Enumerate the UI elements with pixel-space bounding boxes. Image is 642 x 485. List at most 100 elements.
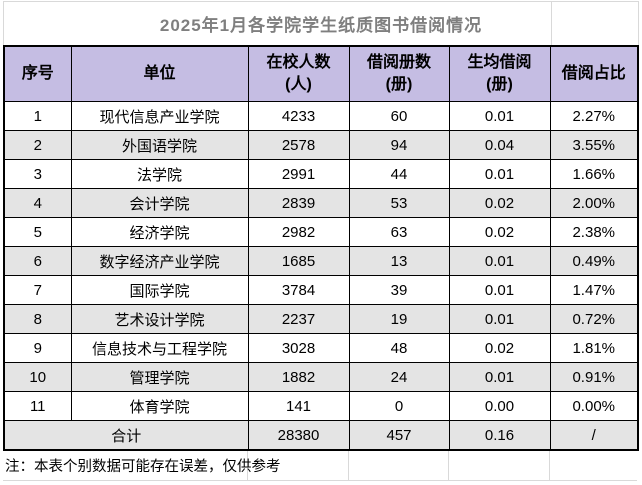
empty-cell (347, 451, 448, 481)
table-row: 8 艺术设计学院 2237 19 0.01 0.72% (3, 304, 639, 334)
borrowed-cell: 13 (348, 246, 450, 276)
share-cell: 2.00% (549, 188, 639, 218)
table-row: 11 体育学院 141 0 0.00 0.00% (3, 391, 639, 421)
col-header-share: 借阅占比 (549, 45, 639, 102)
borrowed-cell: 39 (348, 275, 450, 305)
enrolled-cell: 2982 (247, 217, 350, 247)
per-student-cell: 0.01 (448, 246, 551, 276)
total-row: 合计 28380 457 0.16 / (3, 420, 639, 451)
empty-cell (447, 451, 549, 481)
borrowed-cell: 24 (348, 362, 450, 392)
enrolled-cell: 1685 (247, 246, 350, 276)
per-student-cell: 0.01 (448, 362, 551, 392)
enrolled-cell: 2991 (247, 159, 350, 189)
total-borrowed: 457 (348, 420, 450, 451)
header-row: 序号 单位 在校人数 (人) 借阅册数 (册) 生均借阅 (册) 借阅占比 (3, 45, 639, 102)
unit-cell: 现代信息产业学院 (70, 101, 249, 131)
index-cell: 7 (3, 275, 72, 305)
table-row: 5 经济学院 2982 63 0.02 2.38% (3, 217, 639, 247)
share-cell: 0.72% (549, 304, 639, 334)
share-cell: 1.66% (549, 159, 639, 189)
unit-cell: 艺术设计学院 (70, 304, 249, 334)
borrowed-cell: 0 (348, 391, 450, 421)
per-student-cell: 0.01 (448, 101, 551, 131)
total-per-student: 0.16 (448, 420, 551, 451)
borrowing-table: 序号 单位 在校人数 (人) 借阅册数 (册) 生均借阅 (册) 借阅占比 1 现代信… (3, 45, 639, 451)
table-row: 6 数字经济产业学院 1685 13 0.01 0.49% (3, 246, 639, 276)
unit-cell: 国际学院 (70, 275, 249, 305)
table-header: 序号 单位 在校人数 (人) 借阅册数 (册) 生均借阅 (册) 借阅占比 (3, 45, 639, 102)
index-cell: 6 (3, 246, 72, 276)
enrolled-cell: 4233 (247, 101, 350, 131)
index-cell: 9 (3, 333, 72, 363)
per-student-cell: 0.04 (448, 130, 551, 160)
unit-cell: 管理学院 (70, 362, 249, 392)
total-share: / (549, 420, 639, 451)
share-cell: 1.81% (549, 333, 639, 363)
enrolled-cell: 3784 (247, 275, 350, 305)
enrolled-cell: 2578 (247, 130, 350, 160)
gridline (551, 2, 552, 45)
per-student-cell: 0.01 (448, 275, 551, 305)
table-row: 1 现代信息产业学院 4233 60 0.01 2.27% (3, 101, 639, 131)
enrolled-cell: 141 (247, 391, 350, 421)
report-title-text: 2025年1月各学院学生纸质图书借阅情况 (159, 16, 483, 35)
enrolled-cell: 2839 (247, 188, 350, 218)
col-header-per-student: 生均借阅 (册) (448, 45, 551, 102)
table-row: 2 外国语学院 2578 94 0.04 3.55% (3, 130, 639, 160)
table-row: 9 信息技术与工程学院 3028 48 0.02 1.81% (3, 333, 639, 363)
share-cell: 0.49% (549, 246, 639, 276)
borrowed-cell: 60 (348, 101, 450, 131)
per-student-cell: 0.02 (448, 333, 551, 363)
unit-cell: 外国语学院 (70, 130, 249, 160)
borrowed-cell: 94 (348, 130, 450, 160)
footnote: 注：本表个别数据可能存在误差，仅供参考 (3, 451, 281, 481)
per-student-cell: 0.00 (448, 391, 551, 421)
unit-cell: 体育学院 (70, 391, 249, 421)
table-row: 3 法学院 2991 44 0.01 1.66% (3, 159, 639, 189)
unit-cell: 经济学院 (70, 217, 249, 247)
borrowed-cell: 53 (348, 188, 450, 218)
total-enrolled: 28380 (247, 420, 350, 451)
enrolled-cell: 2237 (247, 304, 350, 334)
enrolled-cell: 1882 (247, 362, 350, 392)
per-student-cell: 0.01 (448, 159, 551, 189)
index-cell: 1 (3, 101, 72, 131)
table-row: 10 管理学院 1882 24 0.01 0.91% (3, 362, 639, 392)
total-label: 合计 (3, 420, 249, 451)
enrolled-cell: 3028 (247, 333, 350, 363)
borrowed-cell: 44 (348, 159, 450, 189)
unit-cell: 会计学院 (70, 188, 249, 218)
col-header-enrolled: 在校人数 (人) (247, 45, 350, 102)
col-header-index: 序号 (3, 45, 72, 102)
report-title: 2025年1月各学院学生纸质图书借阅情况 (3, 1, 639, 45)
index-cell: 3 (3, 159, 72, 189)
index-cell: 10 (3, 362, 72, 392)
col-header-unit: 单位 (70, 45, 249, 102)
index-cell: 11 (3, 391, 72, 421)
index-cell: 8 (3, 304, 72, 334)
borrowed-cell: 19 (348, 304, 450, 334)
per-student-cell: 0.02 (448, 217, 551, 247)
share-cell: 2.38% (549, 217, 639, 247)
share-cell: 1.47% (549, 275, 639, 305)
empty-cell (246, 451, 348, 481)
unit-cell: 数字经济产业学院 (70, 246, 249, 276)
share-cell: 0.00% (549, 391, 639, 421)
index-cell: 2 (3, 130, 72, 160)
share-cell: 3.55% (549, 130, 639, 160)
table-row: 7 国际学院 3784 39 0.01 1.47% (3, 275, 639, 305)
empty-cell (548, 451, 637, 481)
share-cell: 0.91% (549, 362, 639, 392)
borrowed-cell: 63 (348, 217, 450, 247)
index-cell: 4 (3, 188, 72, 218)
per-student-cell: 0.01 (448, 304, 551, 334)
index-cell: 5 (3, 217, 72, 247)
unit-cell: 法学院 (70, 159, 249, 189)
col-header-borrowed: 借阅册数 (册) (348, 45, 450, 102)
note-row: 注：本表个别数据可能存在误差，仅供参考 (3, 451, 637, 481)
share-cell: 2.27% (549, 101, 639, 131)
unit-cell: 信息技术与工程学院 (70, 333, 249, 363)
borrowed-cell: 48 (348, 333, 450, 363)
